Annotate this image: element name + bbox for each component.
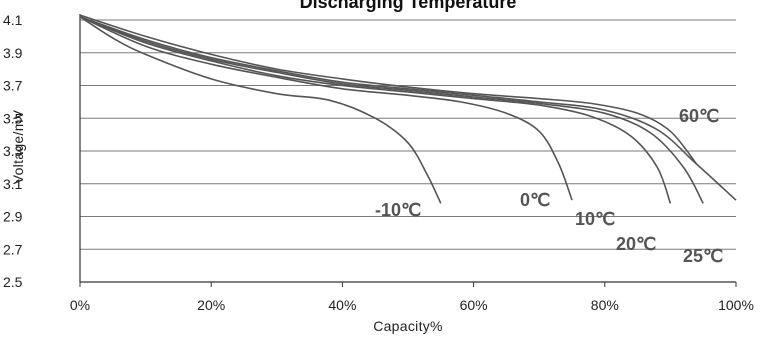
y-tick-label: 3.5 — [3, 110, 23, 126]
y-tick-label: 3.7 — [3, 78, 23, 94]
y-tick-label: 2.5 — [3, 274, 23, 290]
series-label: -10℃ — [375, 200, 421, 220]
series-line — [79, 15, 704, 204]
x-tick-label: 0% — [70, 297, 90, 313]
x-tick-label: 80% — [591, 297, 619, 313]
series-line — [79, 15, 573, 201]
y-tick-label: 2.9 — [3, 209, 23, 225]
series-label: 25℃ — [683, 246, 723, 266]
x-tick-label: 100% — [718, 297, 754, 313]
axes — [79, 14, 737, 287]
y-tick-label: 2.7 — [3, 241, 23, 257]
y-axis-title: Voltage/mV — [10, 109, 26, 184]
series-line — [79, 16, 442, 204]
x-tick-labels: 0% 20% 40% 60% 80% 100% — [70, 297, 754, 313]
series-labels: -10℃ 0℃ 10℃20℃ 25℃ 60℃ — [375, 106, 723, 266]
y-tick-label: 3.3 — [3, 143, 23, 159]
x-tick-label: 20% — [197, 297, 225, 313]
x-tick-label: 40% — [328, 297, 356, 313]
y-tick-label: 4.1 — [3, 12, 23, 28]
series-label: 60℃ — [679, 106, 719, 126]
y-tick-labels: 2.5 2.7 2.9 3.1 3.3 3.5 3.7 3.9 4.1 — [3, 12, 23, 290]
series-label: 10℃ — [575, 209, 615, 229]
chart-title: Discharging Temperature — [300, 0, 517, 12]
x-tick-label: 60% — [460, 297, 488, 313]
series-line — [79, 14, 698, 165]
series-lines — [79, 14, 737, 204]
y-tick-label: 3.1 — [3, 176, 23, 192]
y-tick-label: 3.9 — [3, 45, 23, 61]
x-axis-title: Capacity% — [373, 318, 443, 334]
series-line — [79, 15, 737, 201]
series-label: 20℃ — [616, 234, 656, 254]
series-line — [79, 15, 672, 204]
series-label: 0℃ — [520, 190, 550, 210]
